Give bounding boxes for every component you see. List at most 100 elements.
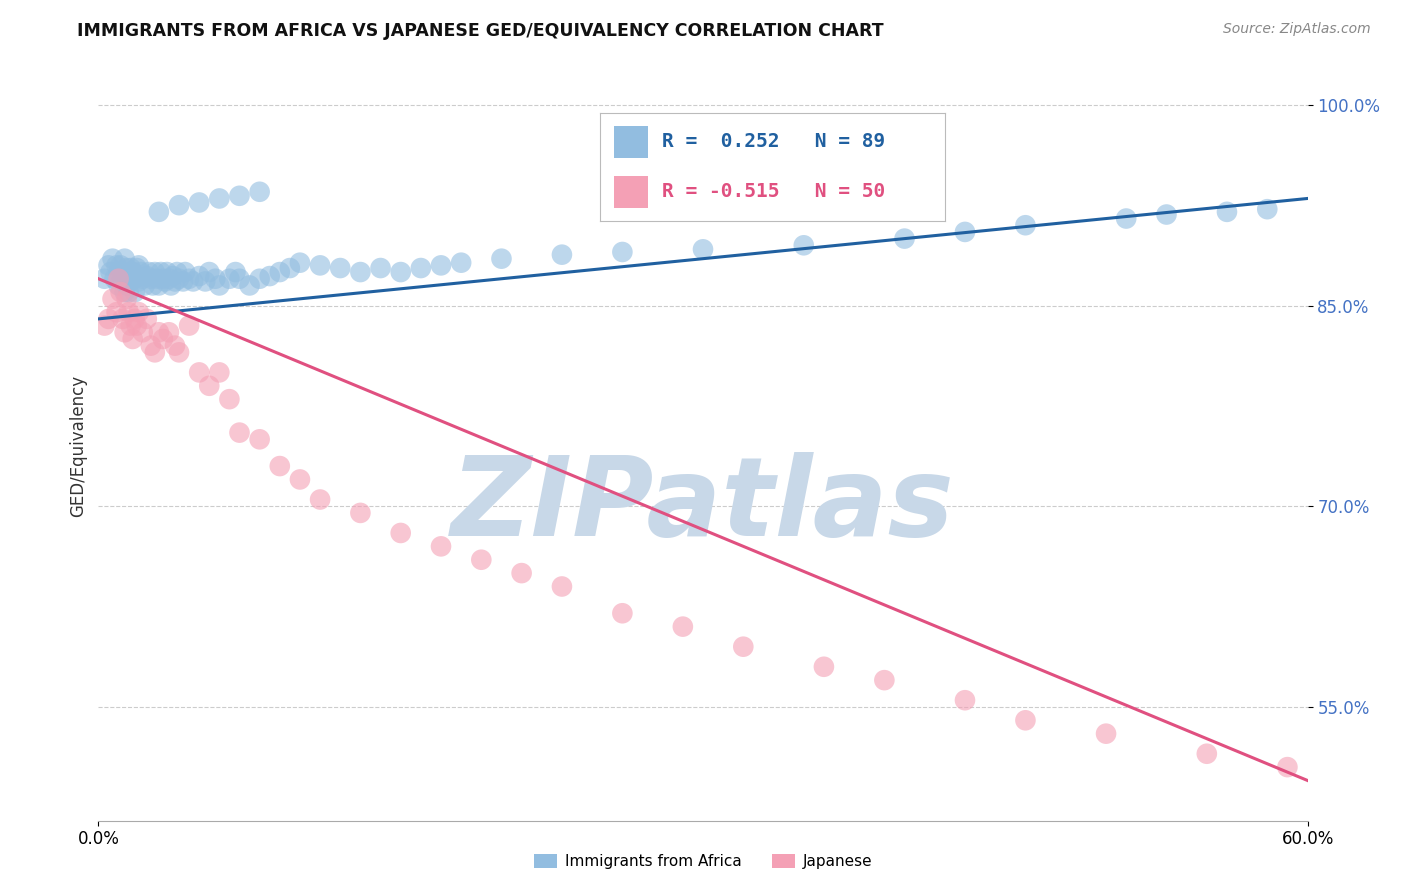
Point xyxy=(110,285,132,299)
Point xyxy=(103,271,125,285)
Point xyxy=(208,278,231,293)
Point xyxy=(953,693,976,707)
Point xyxy=(1216,204,1239,219)
Point xyxy=(491,252,513,266)
Point xyxy=(389,265,412,279)
Point xyxy=(953,225,976,239)
Point xyxy=(124,311,146,326)
Point xyxy=(139,271,162,285)
Point xyxy=(470,552,492,566)
Point xyxy=(551,247,574,261)
Point xyxy=(142,278,165,293)
Point xyxy=(111,311,134,326)
Text: ZIPatlas: ZIPatlas xyxy=(451,452,955,559)
Point xyxy=(153,274,176,288)
Point xyxy=(114,285,136,299)
Point xyxy=(1014,713,1036,727)
Point xyxy=(107,271,129,285)
Point xyxy=(218,392,240,406)
Point xyxy=(105,258,128,272)
Point xyxy=(115,260,138,275)
Point xyxy=(156,265,179,279)
Point xyxy=(93,271,115,285)
Point xyxy=(198,378,221,392)
Point xyxy=(249,185,271,199)
Point xyxy=(409,260,432,275)
Point xyxy=(138,265,160,279)
Point xyxy=(510,566,533,580)
Text: Source: ZipAtlas.com: Source: ZipAtlas.com xyxy=(1223,22,1371,37)
Point xyxy=(181,274,204,288)
Point xyxy=(551,579,574,593)
Point xyxy=(309,258,332,272)
Point xyxy=(228,425,250,440)
Point xyxy=(114,325,136,339)
Point xyxy=(125,260,148,275)
Point xyxy=(204,271,226,285)
Point xyxy=(224,265,246,279)
Point xyxy=(120,260,142,275)
Point xyxy=(143,345,166,359)
Point xyxy=(208,191,231,205)
Point xyxy=(121,332,143,346)
Point xyxy=(134,278,156,293)
Point xyxy=(97,311,120,326)
Point xyxy=(450,255,472,269)
Point xyxy=(118,285,141,299)
Point xyxy=(118,305,141,319)
Point xyxy=(389,525,412,540)
Point xyxy=(157,271,180,285)
Point xyxy=(135,268,157,283)
Point xyxy=(148,278,170,293)
Point xyxy=(110,258,132,272)
Point xyxy=(163,338,186,352)
Y-axis label: GED/Equivalency: GED/Equivalency xyxy=(69,375,87,517)
Point xyxy=(179,271,201,285)
Point xyxy=(249,432,271,446)
Point xyxy=(128,274,150,288)
Point xyxy=(228,271,250,285)
Point xyxy=(97,258,120,272)
Point xyxy=(430,539,453,553)
Point xyxy=(160,278,183,293)
Point xyxy=(132,325,155,339)
Point xyxy=(813,660,835,674)
Point xyxy=(269,265,291,279)
Point xyxy=(152,271,174,285)
Point xyxy=(107,278,129,293)
Point xyxy=(167,271,190,285)
Point xyxy=(612,244,634,259)
Point xyxy=(157,325,180,339)
Point xyxy=(179,318,201,333)
Point xyxy=(167,345,190,359)
Point xyxy=(1256,202,1278,216)
Point xyxy=(188,365,211,379)
Point xyxy=(692,242,714,256)
Point xyxy=(120,318,142,333)
Point xyxy=(208,365,231,379)
Point xyxy=(349,265,371,279)
Point xyxy=(162,268,184,283)
Point xyxy=(132,271,155,285)
Point xyxy=(128,258,150,272)
Point xyxy=(124,271,146,285)
Point xyxy=(1095,726,1118,740)
Point xyxy=(139,338,162,352)
Point xyxy=(218,271,240,285)
Point xyxy=(612,606,634,620)
Point xyxy=(114,252,136,266)
Point xyxy=(101,292,124,306)
Point xyxy=(152,332,174,346)
Point xyxy=(188,268,211,283)
Point xyxy=(101,252,124,266)
Point xyxy=(148,204,170,219)
Point xyxy=(166,265,188,279)
Point xyxy=(1277,760,1299,774)
Point xyxy=(288,472,311,486)
Point xyxy=(288,255,311,269)
Point xyxy=(893,231,915,245)
Point xyxy=(128,305,150,319)
Point xyxy=(105,305,128,319)
Point xyxy=(135,311,157,326)
Text: IMMIGRANTS FROM AFRICA VS JAPANESE GED/EQUIVALENCY CORRELATION CHART: IMMIGRANTS FROM AFRICA VS JAPANESE GED/E… xyxy=(77,22,884,40)
